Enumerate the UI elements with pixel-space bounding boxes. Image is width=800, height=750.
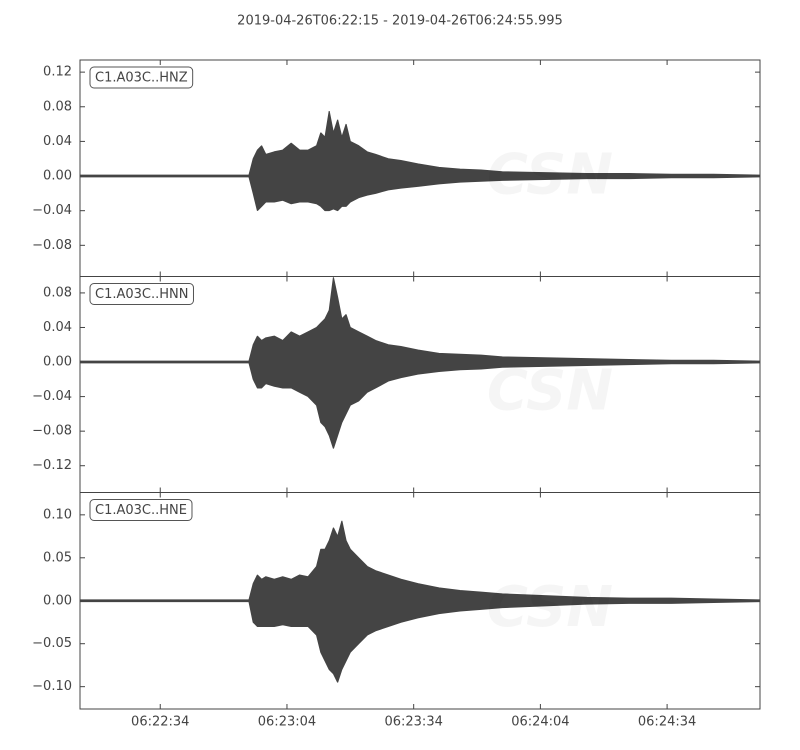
watermark: CSN bbox=[487, 359, 613, 424]
waveform-lower bbox=[80, 600, 760, 683]
waveform-upper bbox=[80, 110, 760, 177]
y-tick-label: 0.10 bbox=[43, 507, 72, 522]
y-tick-label: 0.05 bbox=[43, 550, 72, 565]
x-tick-label: 06:22:34 bbox=[131, 715, 189, 730]
x-tick-label: 06:24:34 bbox=[638, 715, 696, 730]
y-tick-label: 0.04 bbox=[43, 134, 72, 149]
axes-frame bbox=[79, 492, 761, 710]
y-tick-label: −0.04 bbox=[32, 389, 72, 404]
y-tick-label: −0.08 bbox=[32, 424, 72, 439]
waveform-lower bbox=[80, 361, 760, 449]
watermark: CSN bbox=[487, 575, 613, 640]
trace-label-box bbox=[89, 499, 193, 521]
trace-label: C1.A03C..HNZ bbox=[95, 71, 188, 86]
x-tick-label: 06:24:04 bbox=[511, 715, 569, 730]
trace-label-box bbox=[89, 283, 194, 305]
axes-frame bbox=[79, 276, 761, 493]
y-tick-label: 0.00 bbox=[43, 593, 72, 608]
y-tick-label: 0.00 bbox=[43, 355, 72, 370]
y-tick-label: 0.08 bbox=[43, 285, 72, 300]
y-tick-label: −0.12 bbox=[32, 458, 72, 473]
waveform-upper bbox=[80, 277, 760, 363]
y-tick-label: −0.08 bbox=[32, 238, 72, 253]
y-tick-label: 0.04 bbox=[43, 320, 72, 335]
trace-label: C1.A03C..HNE bbox=[95, 503, 187, 518]
watermark: CSN bbox=[487, 142, 613, 207]
waveform-upper bbox=[80, 520, 760, 602]
y-tick-label: 0.08 bbox=[43, 99, 72, 114]
x-tick-label: 06:23:34 bbox=[384, 715, 442, 730]
y-tick-label: 0.12 bbox=[43, 65, 72, 80]
y-tick-label: −0.05 bbox=[32, 636, 72, 651]
y-tick-label: −0.10 bbox=[32, 679, 72, 694]
y-tick-label: 0.00 bbox=[43, 169, 72, 184]
waveform-lower bbox=[80, 175, 760, 212]
y-tick-label: −0.04 bbox=[32, 203, 72, 218]
figure-title: 2019-04-26T06:22:15 - 2019-04-26T06:24:5… bbox=[237, 14, 563, 29]
trace-label: C1.A03C..HNN bbox=[95, 287, 188, 302]
x-tick-label: 06:23:04 bbox=[258, 715, 316, 730]
trace-label-box bbox=[89, 66, 194, 89]
